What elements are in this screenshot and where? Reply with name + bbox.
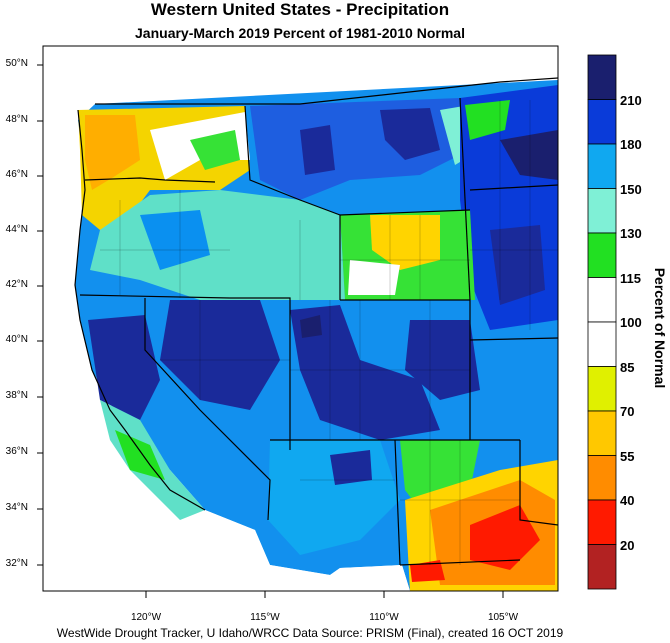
nm-red xyxy=(410,560,445,582)
montana-navy2 xyxy=(300,125,335,175)
border-ne-ks xyxy=(469,337,558,341)
coastline xyxy=(74,109,206,511)
oregon-blue xyxy=(140,210,210,270)
colorbar-label: 210 xyxy=(620,93,642,108)
nidaho-green xyxy=(190,130,240,170)
colorbar-swatch xyxy=(587,232,617,278)
montana-navy1 xyxy=(380,108,440,160)
colorbar-label: 85 xyxy=(620,360,635,375)
map-title: Western United States - Precipitation xyxy=(150,0,450,19)
mexico-area xyxy=(200,510,410,591)
colorbar-swatch xyxy=(587,321,617,367)
colorbar xyxy=(587,54,617,590)
colorbar-swatch xyxy=(587,544,617,590)
border-wa-or xyxy=(84,177,216,183)
colorbar-label: 20 xyxy=(620,538,635,553)
lat-label: 38°N xyxy=(5,390,28,401)
wyoming-white xyxy=(348,260,400,295)
colorbar-swatch xyxy=(587,277,617,323)
lat-label: 42°N xyxy=(5,279,28,290)
colorado-navy xyxy=(405,320,480,400)
colorbar-swatch xyxy=(587,99,617,145)
az-navy xyxy=(330,450,372,485)
lon-label: 105°W xyxy=(487,612,519,623)
colorbar-label: 115 xyxy=(620,271,641,286)
colorbar-label: 130 xyxy=(620,226,642,241)
wyoming-yellow xyxy=(370,215,440,270)
map-subtitle: January-March 2019 Percent of 1981-2010 … xyxy=(135,25,465,41)
border-ok-tx xyxy=(519,440,558,526)
border-nd-sd xyxy=(469,184,558,191)
border-canada xyxy=(95,77,558,105)
border-wy-mt xyxy=(339,209,471,216)
border-nv-ut xyxy=(230,297,291,450)
dakotas-green xyxy=(465,100,510,140)
utah-lake xyxy=(300,315,322,338)
colorbar-swatch xyxy=(587,143,617,189)
colorbar-swatch xyxy=(587,410,617,456)
lat-label: 40°N xyxy=(5,334,28,345)
lat-label: 50°N xyxy=(5,58,28,69)
lat-label: 46°N xyxy=(5,169,28,180)
border-or-ca xyxy=(79,294,231,299)
colorbar-label: 180 xyxy=(620,137,642,152)
utah-navy xyxy=(290,305,440,440)
lon-label: 110°W xyxy=(369,612,399,623)
colorbar-title: Percent of Normal xyxy=(652,267,668,389)
colorbar-label: 100 xyxy=(620,315,642,330)
lon-label: 115°W xyxy=(250,612,280,623)
colorbar-swatch xyxy=(587,499,617,545)
sd-navy xyxy=(490,225,545,305)
lon-label: 120°W xyxy=(130,612,162,623)
lat-label: 48°N xyxy=(5,114,28,125)
colorbar-label: 150 xyxy=(620,182,642,197)
border-id-wy-ut xyxy=(244,105,341,300)
colorbar-swatch xyxy=(587,54,617,100)
lat-label: 44°N xyxy=(5,224,28,235)
lat-label: 36°N xyxy=(5,446,28,457)
pnw-orange xyxy=(85,115,140,190)
lat-label: 34°N xyxy=(5,502,28,513)
lat-label: 32°N xyxy=(5,558,28,569)
border-az-nm xyxy=(394,439,401,566)
source-footer: WestWide Drought Tracker, U Idaho/WRCC D… xyxy=(56,626,564,640)
colorbar-swatch xyxy=(587,366,617,412)
border-ca-nv xyxy=(144,298,271,521)
colorbar-swatch xyxy=(587,188,617,234)
border-mt-dakotas xyxy=(459,97,471,301)
colorbar-label: 40 xyxy=(620,493,635,508)
colorbar-label: 70 xyxy=(620,404,635,419)
colorbar-label: 55 xyxy=(620,449,635,464)
california-navy xyxy=(88,315,160,420)
texas-red xyxy=(470,505,540,570)
colorbar-swatch xyxy=(587,455,617,501)
dakotas-navy xyxy=(500,130,558,180)
nevada-navy xyxy=(160,300,280,410)
